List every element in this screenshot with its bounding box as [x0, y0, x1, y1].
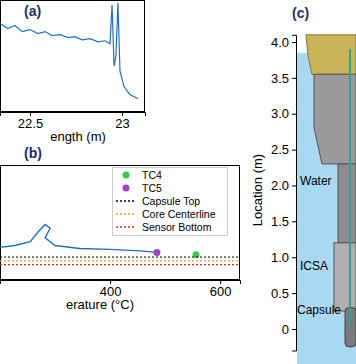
legend-symbol: [123, 172, 130, 179]
tick-label: 1.5: [271, 214, 289, 229]
plot-area: [0, 3, 138, 99]
tick-mark: [292, 42, 296, 43]
tick-label: 3.5: [271, 71, 289, 86]
tick-mark: [292, 150, 296, 151]
tick: 23: [115, 112, 129, 131]
panel: 0 0.5 1.0 1.5 2.0 2.5 3.0 3.5 4.0 Location (m) (c)…: [250, 5, 356, 364]
legend-symbol: [116, 226, 136, 227]
sensor-line: [349, 49, 351, 325]
tick-mark: [292, 293, 296, 294]
legend-label: Capsule Top: [142, 195, 200, 207]
legend: TC4TC5Capsule TopCore CenterlineSensor B…: [113, 168, 228, 236]
annotation: ICSA: [300, 259, 328, 273]
figure: 22.523(a)ength (m)400600(b)erature (°C)T…: [0, 0, 356, 364]
tick-mark: [292, 221, 296, 222]
panel-label: (c): [292, 5, 309, 21]
panel-label: (a): [24, 3, 41, 19]
tick-label: 0.5: [271, 286, 289, 301]
vessel-middle: [338, 164, 356, 243]
tick: 1.0: [271, 250, 296, 265]
annotation: Water: [300, 174, 332, 188]
legend-label: TC5: [142, 182, 162, 194]
tick: 2.0: [271, 178, 296, 193]
reference-line: [0, 264, 240, 265]
legend-label: TC4: [142, 169, 162, 181]
tick: 22.5: [18, 112, 43, 131]
tick: 0: [282, 322, 296, 337]
panel: 400600(b)erature (°C)TC4TC5Capsule TopCo…: [0, 145, 241, 312]
tick-label: 23: [115, 116, 129, 131]
tick-mark: [292, 78, 296, 79]
head: [306, 35, 356, 74]
panel: 22.5 23 (a) ength (m): [0, 1, 146, 145]
plot-frame: [1, 166, 240, 280]
point: [153, 249, 160, 256]
tick: 3.0: [271, 106, 296, 121]
axis-line: [292, 35, 297, 351]
axis: 0 0.5 1.0 1.5 2.0 2.5 3.0 3.5 4.0: [271, 35, 297, 351]
tick-label: 600: [210, 284, 232, 299]
tick-label: 0: [282, 322, 289, 337]
panel-label: (b): [24, 145, 42, 161]
plot-frame: [1, 1, 145, 112]
line: [0, 3, 138, 99]
tick-label: 22.5: [18, 116, 43, 131]
tick-label: 3.0: [271, 106, 289, 121]
tick: 1.5: [271, 214, 296, 229]
tick: 3.5: [271, 71, 296, 86]
legend-box: [113, 168, 228, 236]
reference-line: [0, 256, 240, 257]
tick-label: 4.0: [271, 35, 289, 50]
tick-mark: [292, 114, 296, 115]
annotation: Capsule: [297, 303, 341, 317]
tick-mark: [292, 257, 296, 258]
water: [297, 53, 356, 364]
tick-mark: [292, 185, 296, 186]
reference-line: [0, 260, 240, 261]
tick-label: 2.0: [271, 178, 289, 193]
tick-label: 1.0: [271, 250, 289, 265]
tick-label: 2.5: [271, 142, 289, 157]
tick-mark: [292, 329, 296, 330]
icsa-body: [334, 243, 356, 311]
legend-symbol: [123, 185, 130, 192]
tick: 0.5: [271, 286, 296, 301]
axis-title: Location (m): [250, 154, 265, 226]
legend-symbol: [116, 213, 136, 214]
tick: 4.0: [271, 35, 296, 50]
legend-label: Sensor Bottom: [142, 221, 212, 233]
legend-symbol: [116, 200, 136, 201]
legend-label: Core Centerline: [142, 208, 216, 220]
tick: 2.5: [271, 142, 296, 157]
axis-title: erature (°C): [66, 297, 134, 312]
axis-title: ength (m): [50, 129, 106, 144]
tick: 600: [210, 280, 232, 299]
